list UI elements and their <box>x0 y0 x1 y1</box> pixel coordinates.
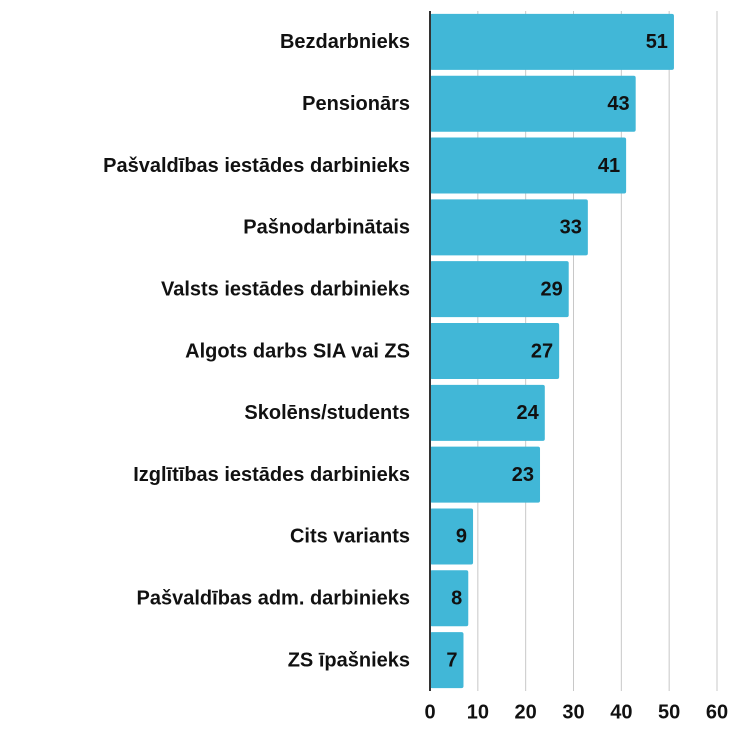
x-tick-label: 10 <box>467 701 489 723</box>
y-tick-label: Algots darbs SIA vai ZS <box>185 340 410 362</box>
value-label: 9 <box>456 526 467 548</box>
x-tick-label: 30 <box>562 701 584 723</box>
bar <box>430 570 469 627</box>
value-label: 23 <box>512 464 534 486</box>
bar <box>430 384 545 441</box>
bar <box>430 323 560 379</box>
value-label: 51 <box>646 31 668 53</box>
y-tick-label: ZS īpašnieks <box>288 649 410 671</box>
value-label: 29 <box>540 278 562 300</box>
x-tick-label: 40 <box>610 701 632 723</box>
bar <box>430 446 541 503</box>
y-tick-label: Pašvaldības iestādes darbinieks <box>103 155 410 177</box>
y-tick-label: Pensionārs <box>302 93 410 115</box>
value-label: 33 <box>560 217 582 239</box>
y-tick-label: Bezdarbnieks <box>280 31 410 53</box>
bar <box>430 261 569 318</box>
bar <box>430 508 474 565</box>
bar <box>430 13 674 70</box>
value-label: 7 <box>446 649 457 671</box>
value-label: 8 <box>451 588 462 610</box>
y-tick-label: Izglītības iestādes darbinieks <box>133 464 410 486</box>
y-tick-label: Valsts iestādes darbinieks <box>161 278 410 300</box>
bar <box>430 137 627 194</box>
x-tick-label: 20 <box>515 701 537 723</box>
y-tick-label: Skolēns/students <box>244 402 410 424</box>
y-tick-label: Pašvaldības adm. darbinieks <box>137 588 410 610</box>
value-label: 27 <box>531 340 553 362</box>
value-label: 41 <box>598 155 620 177</box>
x-tick-label: 60 <box>706 701 728 723</box>
y-tick-label: Cits variants <box>290 526 410 548</box>
y-tick-label: Pašnodarbinātais <box>243 217 410 239</box>
bar <box>430 632 464 689</box>
bar <box>430 75 636 132</box>
value-label: 24 <box>517 402 540 424</box>
value-label: 43 <box>607 93 629 115</box>
x-tick-label: 0 <box>424 701 435 723</box>
bar <box>430 199 588 256</box>
x-tick-label: 50 <box>658 701 680 723</box>
